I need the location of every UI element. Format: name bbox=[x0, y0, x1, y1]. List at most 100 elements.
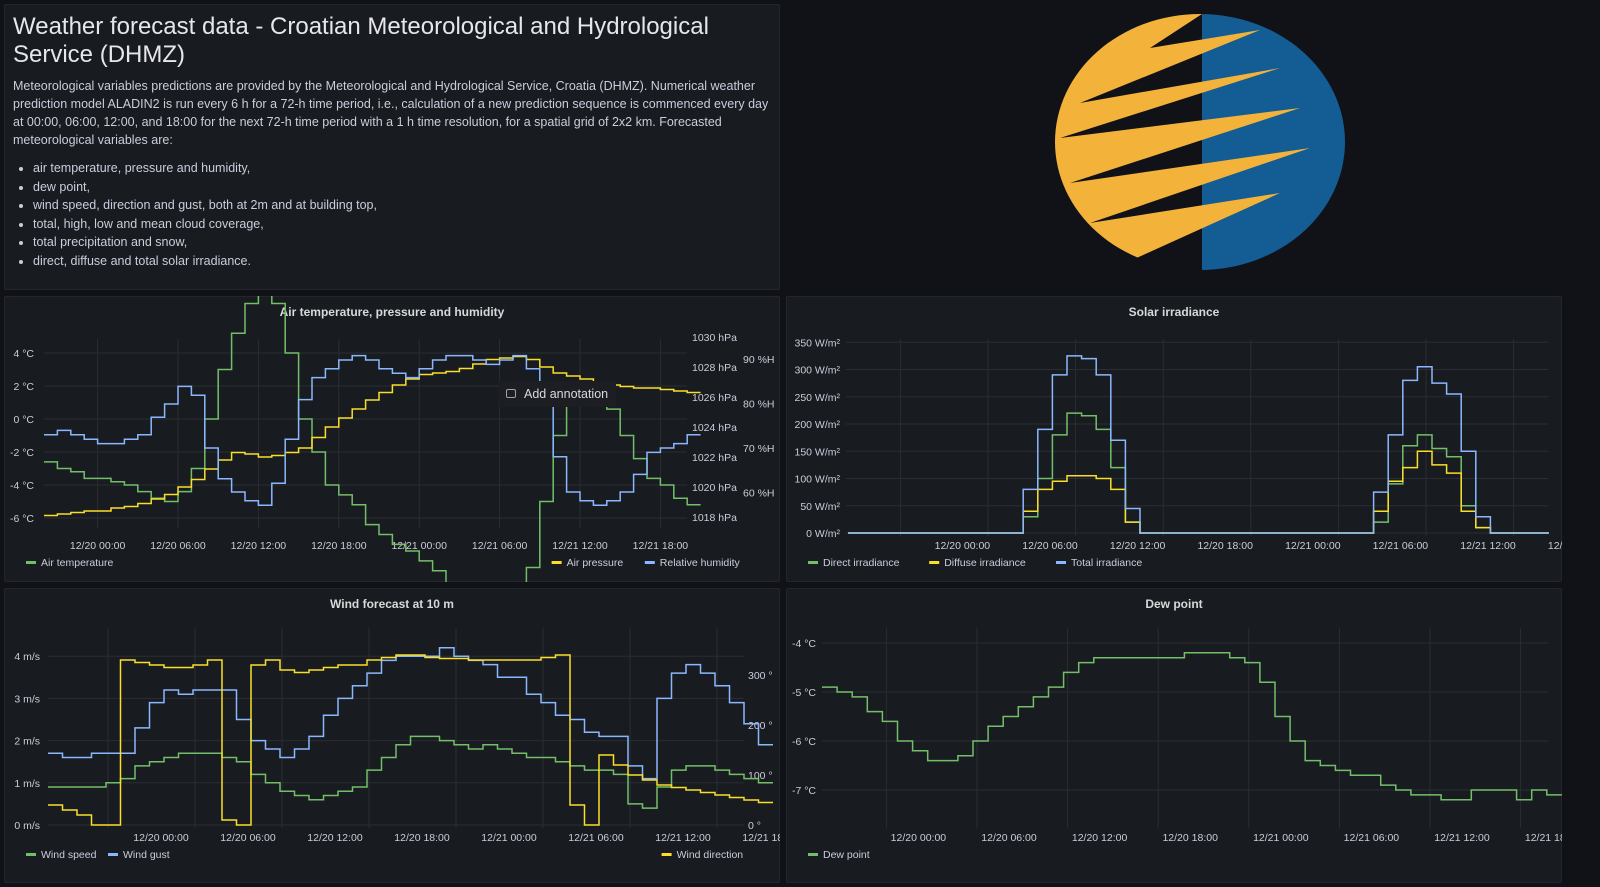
y2-tick-label: 300 ° bbox=[748, 670, 773, 682]
x-tick-label: 12/20 18:00 bbox=[394, 832, 450, 844]
legend-label: Relative humidity bbox=[660, 557, 741, 569]
y-tick-label: -4 °C bbox=[792, 638, 816, 650]
legend-swatch bbox=[808, 853, 818, 856]
legend-swatch bbox=[661, 853, 672, 856]
x-tick-label: 12/21 12:00 bbox=[1434, 832, 1490, 844]
x-tick-label: 12/20 12:00 bbox=[1072, 832, 1128, 844]
list-item: direct, diffuse and total solar irradian… bbox=[33, 252, 779, 271]
legend-swatch bbox=[26, 853, 36, 856]
x-tick-label: 12/20 18:00 bbox=[1197, 540, 1253, 552]
y-tick-label: -4 °C bbox=[10, 480, 34, 492]
x-tick-label: 12/20 00:00 bbox=[70, 540, 126, 552]
legend-label: Air pressure bbox=[567, 557, 624, 569]
x-tick-label: 12/21 00:00 bbox=[391, 540, 447, 552]
y3-tick-label: 80 %H bbox=[743, 399, 775, 411]
series-wind-gust bbox=[48, 647, 773, 780]
info-panel-title: Weather forecast data - Croatian Meteoro… bbox=[13, 13, 709, 68]
legend-swatch bbox=[1056, 561, 1066, 564]
legend-swatch bbox=[644, 561, 655, 564]
y-tick-label: -5 °C bbox=[792, 687, 816, 699]
y2-tick-label: 1030 hPa bbox=[692, 332, 737, 344]
series-dew-point bbox=[822, 652, 1562, 801]
legend-label: Total irradiance bbox=[1071, 557, 1142, 569]
series-wind-speed bbox=[48, 735, 773, 809]
y-tick-label: 250 W/m² bbox=[794, 392, 840, 404]
x-tick-label: 12/21 12:00 bbox=[655, 832, 711, 844]
x-tick-label: 12/21 18:00 bbox=[1548, 540, 1562, 552]
series-air-pressure bbox=[44, 355, 701, 517]
x-tick-label: 12/20 18:00 bbox=[311, 540, 367, 552]
legend-label: Wind gust bbox=[123, 849, 170, 861]
y-tick-label: 2 m/s bbox=[14, 736, 40, 748]
y2-tick-label: 1020 hPa bbox=[692, 482, 737, 494]
y-tick-label: 0 m/s bbox=[14, 820, 40, 832]
y2-tick-label: 200 ° bbox=[748, 720, 773, 732]
y-tick-label: 50 W/m² bbox=[800, 501, 840, 513]
y-tick-label: -6 °C bbox=[10, 513, 34, 525]
y2-tick-label: 0 ° bbox=[748, 820, 761, 832]
y-tick-label: 4 °C bbox=[13, 348, 34, 360]
y-tick-label: 200 W/m² bbox=[794, 419, 840, 431]
x-tick-label: 12/20 12:00 bbox=[231, 540, 287, 552]
x-tick-label: 12/20 12:00 bbox=[1110, 540, 1166, 552]
y-tick-label: -7 °C bbox=[792, 785, 816, 797]
x-tick-label: 12/20 12:00 bbox=[307, 832, 363, 844]
list-item: total, high, low and mean cloud coverage… bbox=[33, 215, 779, 234]
add-annotation-button[interactable]: Add annotation bbox=[498, 381, 616, 407]
legend-swatch bbox=[551, 561, 562, 564]
list-item: total precipitation and snow, bbox=[33, 233, 779, 252]
series-relative-humidity bbox=[44, 354, 701, 506]
x-tick-label: 12/20 00:00 bbox=[935, 540, 991, 552]
y-tick-label: 4 m/s bbox=[14, 651, 40, 663]
legend-label: Direct irradiance bbox=[823, 557, 900, 569]
info-panel-description: Meteorological variables predictions are… bbox=[13, 79, 769, 147]
comment-icon bbox=[506, 389, 516, 398]
y-tick-label: 1 m/s bbox=[14, 778, 40, 790]
legend-label: Air temperature bbox=[41, 557, 114, 569]
x-tick-label: 12/20 06:00 bbox=[220, 832, 276, 844]
x-tick-label: 12/21 18:00 bbox=[1525, 832, 1562, 844]
series-direct-irradiance bbox=[848, 412, 1549, 534]
y3-tick-label: 70 %H bbox=[743, 443, 775, 455]
series-wind-direction bbox=[48, 654, 773, 826]
air-temp-chart: 4 °C 2 °C 0 °C -2 °C -4 °C -6 °C 1030 hPa 1028 … bbox=[10, 296, 775, 582]
y2-tick-label: 1028 hPa bbox=[692, 362, 737, 374]
y-tick-label: -2 °C bbox=[10, 447, 34, 459]
y2-tick-label: 100 ° bbox=[748, 770, 773, 782]
series-diffuse-irradiance bbox=[848, 450, 1549, 534]
x-tick-label: 12/21 00:00 bbox=[1253, 832, 1309, 844]
panel-title: Air temperature, pressure and humidity bbox=[279, 305, 505, 319]
list-item: wind speed, direction and gust, both at … bbox=[33, 196, 779, 215]
legend-label: Wind speed bbox=[41, 849, 97, 861]
y-tick-label: -6 °C bbox=[792, 736, 816, 748]
solar-chart: 350 W/m² 300 W/m² 250 W/m² 200 W/m² 150 W/m²… bbox=[794, 337, 1562, 569]
legend-swatch bbox=[929, 561, 940, 564]
legend-swatch bbox=[108, 853, 118, 856]
x-tick-label: 12/21 18:00 bbox=[633, 540, 689, 552]
x-tick-label: 12/20 00:00 bbox=[133, 832, 189, 844]
panel-title: Wind forecast at 10 m bbox=[330, 597, 454, 611]
list-item: dew point, bbox=[33, 178, 779, 197]
x-tick-label: 12/21 00:00 bbox=[1285, 540, 1341, 552]
legend-swatch bbox=[808, 561, 818, 564]
x-tick-label: 12/21 06:00 bbox=[568, 832, 624, 844]
dhmz-logo bbox=[1055, 14, 1345, 270]
variable-list: air temperature, pressure and humidity, … bbox=[5, 159, 779, 270]
dew-panel: Dew point bbox=[786, 588, 1562, 883]
legend-label: Wind direction bbox=[677, 849, 744, 861]
legend-swatch bbox=[26, 561, 36, 564]
x-tick-label: 12/21 06:00 bbox=[1344, 832, 1400, 844]
x-tick-label: 12/20 06:00 bbox=[981, 832, 1037, 844]
dew-chart: -4 °C -5 °C -6 °C -7 °C 12/20 00:00 12/20 06:… bbox=[792, 628, 1562, 861]
x-tick-label: 12/20 06:00 bbox=[1022, 540, 1078, 552]
y-tick-label: 150 W/m² bbox=[794, 446, 840, 458]
panel-title: Solar irradiance bbox=[1128, 305, 1220, 319]
legend-label: Diffuse irradiance bbox=[944, 557, 1026, 569]
y-tick-label: 2 °C bbox=[13, 381, 34, 393]
x-tick-label: 12/20 18:00 bbox=[1162, 832, 1218, 844]
panel-title: Dew point bbox=[1145, 597, 1203, 611]
series-total-irradiance bbox=[848, 355, 1549, 534]
x-tick-label: 12/21 06:00 bbox=[1373, 540, 1429, 552]
y-tick-label: 300 W/m² bbox=[794, 365, 840, 377]
y3-tick-label: 60 %H bbox=[743, 488, 775, 500]
